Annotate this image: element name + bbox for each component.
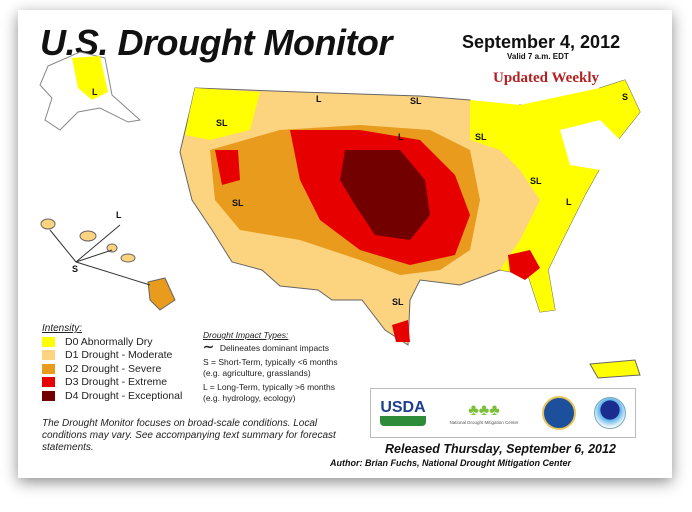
swatch-d0 bbox=[42, 336, 55, 347]
map-date: September 4, 2012 bbox=[462, 32, 621, 52]
d0-ne bbox=[560, 120, 620, 170]
label-hawaii-l: L bbox=[116, 210, 122, 220]
impact-long: L = Long-Term, typically >6 months bbox=[203, 382, 335, 392]
legend-label: D2 Drought - Severe bbox=[65, 362, 162, 375]
d4-core bbox=[340, 150, 430, 240]
impact-line-row: ∼ Delineates dominant impacts bbox=[203, 339, 338, 354]
legend-label: D3 Drought - Extreme bbox=[65, 376, 168, 389]
legend-item-d3: D3 Drought - Extreme bbox=[42, 376, 182, 390]
tree-icon: ♣♣♣ bbox=[468, 401, 500, 419]
impact-long-eg: (e.g. hydrology, ecology) bbox=[203, 393, 296, 403]
label-california: SL bbox=[232, 198, 244, 208]
label-northwest: SL bbox=[216, 118, 228, 128]
noaa-logo bbox=[594, 397, 626, 429]
label-hawaii-s: S bbox=[72, 264, 78, 274]
swatch-d3 bbox=[42, 377, 55, 388]
label-virginia: L bbox=[566, 197, 572, 207]
swatch-d1 bbox=[42, 350, 55, 361]
legend-item-d1: D1 Drought - Moderate bbox=[42, 349, 182, 363]
tilde-line-icon: ∼ bbox=[203, 339, 214, 354]
release-date: Released Thursday, September 6, 2012 bbox=[385, 442, 616, 456]
impact-heading: Drought Impact Types: bbox=[203, 330, 289, 340]
d3-texas bbox=[392, 320, 410, 342]
swatch-d4 bbox=[42, 390, 55, 401]
alaska-d0 bbox=[72, 56, 108, 100]
d0-nw bbox=[185, 88, 260, 140]
disclaimer-note: The Drought Monitor focuses on broad-sca… bbox=[42, 418, 336, 453]
impact-short-eg: (e.g. agriculture, grasslands) bbox=[203, 368, 311, 378]
impact-types: Drought Impact Types: ∼ Delineates domina… bbox=[203, 330, 338, 404]
legend-item-d2: D2 Drought - Severe bbox=[42, 362, 182, 376]
doc-seal-logo bbox=[542, 396, 576, 430]
label-montana: L bbox=[316, 94, 322, 104]
puerto-rico bbox=[589, 359, 641, 379]
hawaii-pointers bbox=[49, 224, 151, 286]
hawaii bbox=[40, 218, 176, 311]
swatch-d2 bbox=[42, 363, 55, 374]
intensity-legend: Intensity: D0 Abnormally Dry D1 Drought … bbox=[42, 323, 182, 403]
usda-logo: USDA bbox=[380, 400, 426, 426]
d3-southeast bbox=[508, 250, 540, 280]
legend-label: D4 Drought - Exceptional bbox=[65, 389, 183, 402]
d3-idaho bbox=[215, 150, 240, 185]
label-ohio: SL bbox=[530, 176, 542, 186]
label-texas: SL bbox=[392, 297, 404, 307]
ndmc-logo: ♣♣♣ National Drought Mitigation Center bbox=[444, 402, 524, 425]
updated-weekly: Updated Weekly bbox=[493, 70, 599, 86]
label-maine: S bbox=[622, 92, 628, 102]
legend-heading: Intensity: bbox=[42, 323, 83, 334]
label-alaska: L bbox=[92, 87, 98, 97]
label-minnesota-l: L bbox=[398, 132, 404, 142]
impact-short: S = Short-Term, typically <6 months bbox=[203, 357, 338, 367]
impact-line-label: Delineates dominant impacts bbox=[219, 343, 330, 353]
agency-logos: USDA ♣♣♣ National Drought Mitigation Cen… bbox=[370, 388, 636, 438]
legend-item-d4: D4 Drought - Exceptional bbox=[42, 389, 182, 403]
label-minnesota: SL bbox=[410, 96, 422, 106]
author: Author: Brian Fuchs, National Drought Mi… bbox=[330, 458, 571, 468]
legend-label: D1 Drought - Moderate bbox=[65, 349, 173, 362]
valid-time: Valid 7 a.m. EDT bbox=[507, 52, 569, 61]
legend-label: D0 Abnormally Dry bbox=[65, 335, 153, 348]
label-michigan: SL bbox=[475, 132, 487, 142]
legend-item-d0: D0 Abnormally Dry bbox=[42, 335, 182, 349]
map-labels: L SL L SL L S SL SL L SL SL L S bbox=[72, 87, 628, 307]
